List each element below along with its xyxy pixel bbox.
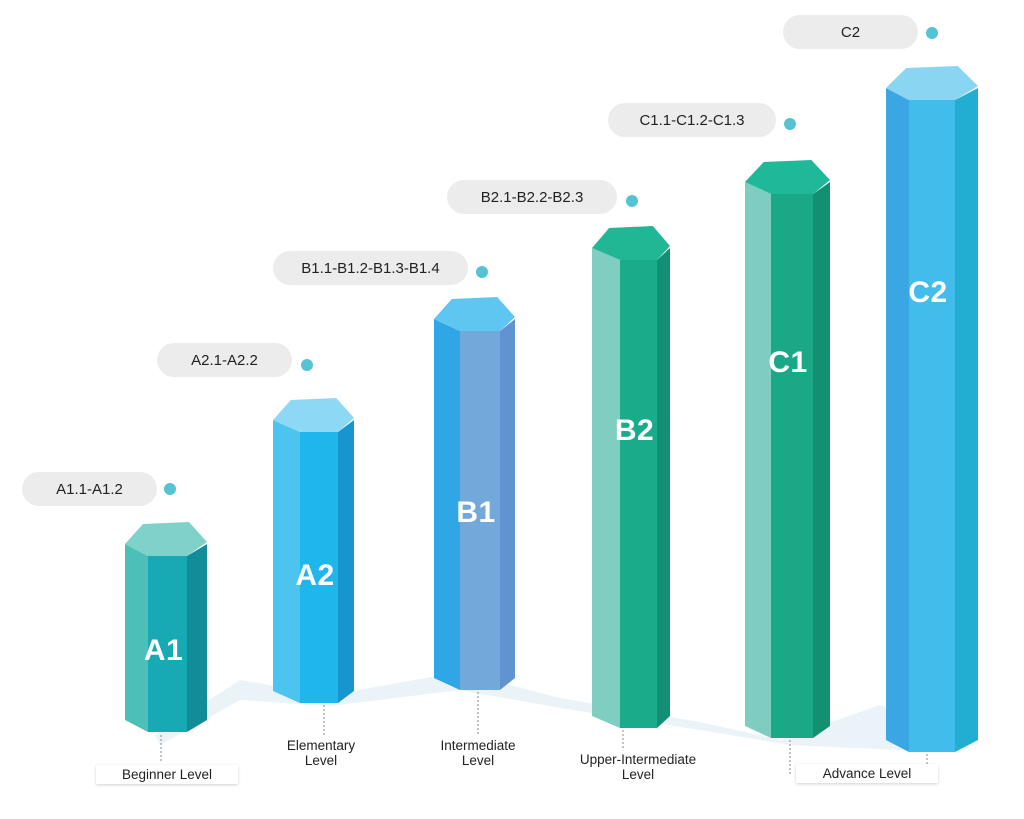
sublevel-text-b2: B2.1-B2.2-B2.3 [481,189,584,206]
bar-face-front [620,260,657,728]
bar-top-a1 [125,522,207,556]
bar-label-a2: A2 [295,559,334,592]
bar-top-b1 [434,297,515,331]
bar-face-right [500,319,515,690]
bar-label-b2: B2 [615,414,654,447]
bar-face-left [745,182,771,738]
bar-face-right [955,88,978,752]
bar-face-right [187,544,207,732]
bar-label-c1: C1 [768,346,807,379]
sublevel-pill-a1 [22,472,157,506]
sublevel-text-c2: C2 [841,24,860,41]
level-name-c1: Advance Level [796,764,938,783]
bar-c1: C1 [745,160,830,738]
bar-face-left [886,88,909,752]
level-name-b1: Intermediate Level [440,738,516,768]
sublevel-text-a2: A2.1-A2.2 [191,352,258,369]
bar-top-a2 [273,398,354,432]
bar-face-left [125,544,148,732]
bar-c2: C2 [886,66,978,752]
marker-dot-b2 [626,195,638,207]
bar-label-c2: C2 [908,276,947,309]
marker-dot-a2 [301,359,313,371]
bar-face-front [771,194,813,738]
bar-face-left [592,248,620,728]
bar-face-left [434,319,460,690]
sublevel-text-b1: B1.1-B1.2-B1.3-B1.4 [301,260,439,277]
bar-face-right [657,248,670,728]
sublevel-text-a1: A1.1-A1.2 [56,481,123,498]
bar-face-right [813,182,830,738]
level-name-a2: Elementary Level [286,738,356,768]
bar-a2: A2 [273,398,354,703]
marker-dot-a1 [164,483,176,495]
bar-top-b2 [592,226,670,260]
sublevel-pill-c1 [608,103,776,137]
bar-face-front [460,331,500,690]
bar-label-b1: B1 [456,496,495,529]
sublevel-pill-b1 [273,251,468,285]
bar-top-c1 [745,160,830,194]
bar-face-right [338,420,354,703]
marker-dot-b1 [476,266,488,278]
bar-label-a1: A1 [144,634,183,667]
bar-face-front [300,432,338,703]
sublevel-pill-b2 [447,180,617,214]
bar-top-c2 [886,66,978,100]
sublevel-pill-c2 [783,15,918,49]
level-name-b2: Upper-Intermediate Level [579,752,697,782]
marker-dot-c1 [784,118,796,130]
sublevel-pill-a2 [157,343,292,377]
level-name-a1: Beginner Level [96,765,238,784]
sublevel-text-c1: C1.1-C1.2-C1.3 [639,112,744,129]
floor-path [155,672,975,752]
bar-b2: B2 [592,226,670,728]
marker-dot-c2 [926,27,938,39]
bar-face-front [148,556,187,732]
bar-b1: B1 [434,297,515,690]
bar-face-front [909,100,955,752]
bar-a1: A1 [125,522,207,732]
bar-face-left [273,420,300,703]
